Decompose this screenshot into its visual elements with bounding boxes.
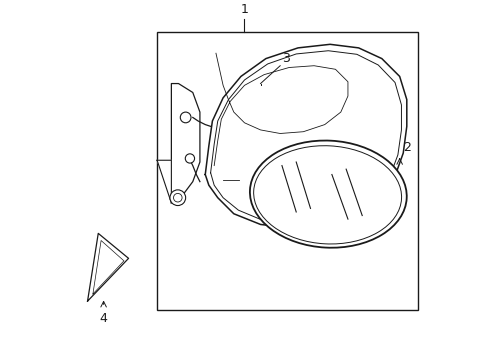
Circle shape bbox=[173, 193, 182, 202]
Text: 2: 2 bbox=[403, 141, 410, 154]
Circle shape bbox=[185, 154, 194, 163]
Bar bbox=[157, 32, 417, 310]
Circle shape bbox=[180, 112, 191, 123]
Ellipse shape bbox=[249, 140, 406, 248]
Text: 1: 1 bbox=[240, 3, 248, 16]
Polygon shape bbox=[171, 84, 200, 203]
Text: 4: 4 bbox=[100, 312, 107, 325]
Polygon shape bbox=[87, 233, 128, 301]
Text: 3: 3 bbox=[282, 51, 289, 65]
Polygon shape bbox=[205, 44, 406, 228]
Circle shape bbox=[170, 190, 185, 206]
Polygon shape bbox=[157, 160, 171, 203]
